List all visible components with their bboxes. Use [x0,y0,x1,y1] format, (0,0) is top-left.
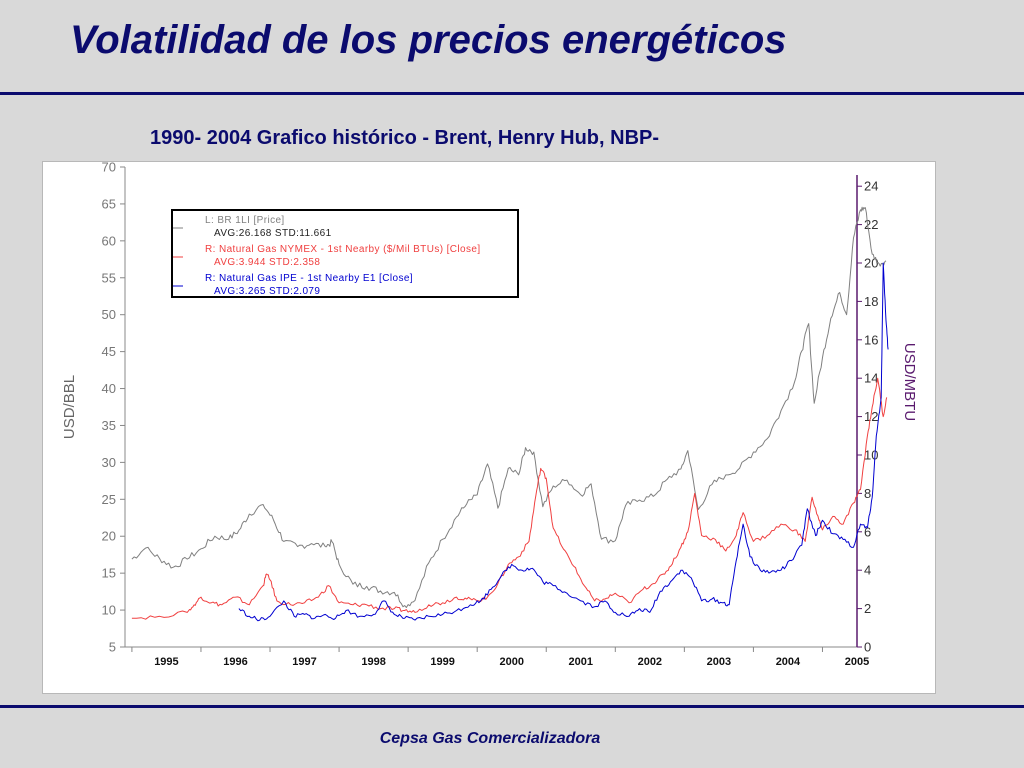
footer-text: Cepsa Gas Comercializadora [379,730,601,747]
left-axis-label: USD/BBL [61,375,78,439]
series-line [131,377,888,620]
right-tick-label: 22 [864,217,878,232]
left-tick-label: 30 [102,455,116,470]
left-tick-label: 70 [102,162,116,175]
x-tick-label: 2001 [569,656,593,668]
legend-label: R: Natural Gas IPE - 1st Nearby E1 [Clos… [205,273,413,284]
title-rule [0,92,1024,95]
right-tick-label: 16 [864,332,878,347]
x-tick-label: 1995 [154,656,178,668]
x-tick-label: 2005 [845,656,869,668]
x-tick-label: 1996 [223,656,247,668]
left-tick-label: 40 [102,381,116,396]
x-tick-label: 2002 [638,656,662,668]
chart-panel: 5 10 15 20 25 30 35 40 45 50 55 60 65 70 0 2 4 6 8 10 12 14 16… [42,161,936,694]
right-tick-label: 10 [864,448,878,463]
footer-rule [0,705,1024,708]
price-chart: 5101520253035404550556065700246810121416… [61,162,918,668]
left-tick-label: 15 [102,566,116,581]
x-tick-label: 1999 [430,656,454,668]
left-tick-label: 65 [102,196,116,211]
left-tick-label: 50 [102,307,116,322]
right-tick-label: 6 [864,524,871,539]
left-tick-label: 25 [102,492,116,507]
legend-box [171,209,519,298]
left-tick-label: 55 [102,270,116,285]
series-line [131,206,887,608]
legend-stats: AVG:3.265 STD:2.079 [214,286,320,297]
left-tick-label: 10 [102,603,116,618]
slide-title: Volatilidad de los precios energéticos [70,18,787,62]
x-tick-label: 2004 [776,656,801,668]
series-line [238,262,889,622]
x-tick-label: 1997 [292,656,316,668]
right-tick-label: 24 [864,179,878,194]
chart-heading: 1990- 2004 Grafico histórico - Brent, He… [150,127,660,149]
right-tick-label: 18 [864,294,878,309]
left-tick-label: 5 [109,640,116,655]
right-tick-label: 2 [864,601,871,616]
legend-label: L: BR 1LI [Price] [205,215,285,226]
right-tick-label: 8 [864,486,871,501]
x-tick-label: 1998 [361,656,385,668]
legend-stats: AVG:26.168 STD:11.661 [214,228,332,239]
left-tick-label: 20 [102,529,116,544]
left-tick-label: 60 [102,233,116,248]
legend-label: R: Natural Gas NYMEX - 1st Nearby ($/Mil… [205,244,481,255]
right-axis-label: USD/MBTU [901,343,918,421]
right-tick-label: 0 [864,640,871,655]
legend-stats: AVG:3.944 STD:2.358 [214,257,320,268]
left-tick-label: 35 [102,418,116,433]
x-tick-label: 2000 [499,656,523,668]
left-tick-label: 45 [102,344,116,359]
x-tick-label: 2003 [707,656,731,668]
right-tick-label: 4 [864,563,871,578]
right-tick-label: 14 [864,371,878,386]
